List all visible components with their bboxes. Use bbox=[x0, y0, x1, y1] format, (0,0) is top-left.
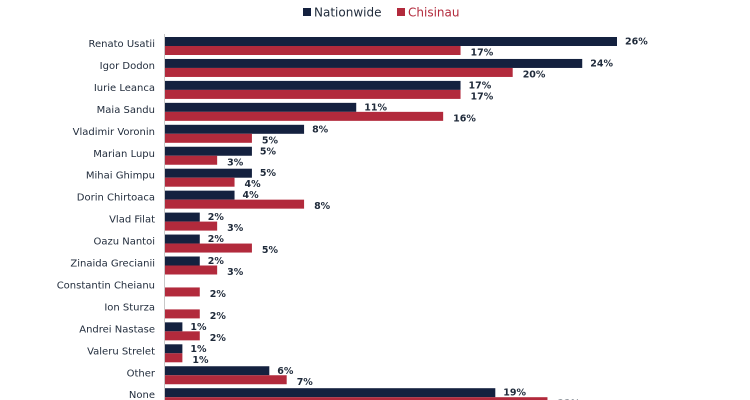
category-label: Ion Sturza bbox=[104, 302, 155, 313]
data-label-nationwide: 2% bbox=[208, 256, 225, 267]
bar-nationwide bbox=[165, 168, 252, 178]
category-label: Dorin Chirtoaca bbox=[77, 193, 155, 204]
data-label-chisinau: 2% bbox=[210, 333, 227, 344]
data-label-nationwide: 8% bbox=[312, 124, 329, 135]
legend: Nationwide Chisinau bbox=[303, 6, 459, 20]
category-label: Mihai Ghimpu bbox=[86, 171, 155, 182]
category-label: Other bbox=[127, 368, 156, 379]
category-label: Maia Sandu bbox=[97, 105, 155, 116]
bar-chisinau bbox=[165, 67, 513, 77]
data-label-nationwide: 24% bbox=[590, 58, 613, 69]
bar-chisinau bbox=[165, 353, 183, 363]
bar-nationwide bbox=[165, 37, 617, 46]
data-label-nationwide: 19% bbox=[503, 388, 526, 399]
bar-chisinau bbox=[165, 111, 444, 121]
category-label: Vlad Filat bbox=[109, 215, 155, 226]
bar-chisinau bbox=[165, 309, 200, 319]
bar-chisinau bbox=[165, 287, 200, 297]
data-label-chisinau: 3% bbox=[227, 157, 244, 168]
bar-nationwide bbox=[165, 190, 235, 200]
data-label-chisinau: 2% bbox=[210, 311, 227, 322]
bar-chisinau bbox=[165, 331, 200, 341]
data-label-chisinau: 4% bbox=[245, 179, 262, 190]
bar-chisinau bbox=[165, 199, 305, 209]
category-label: Oazu Nantoi bbox=[93, 237, 155, 248]
data-label-nationwide: 2% bbox=[208, 234, 225, 245]
data-label-chisinau: 17% bbox=[471, 48, 494, 59]
data-label-nationwide: 2% bbox=[208, 212, 225, 223]
data-label-chisinau: 17% bbox=[471, 91, 494, 102]
data-label-nationwide: 26% bbox=[625, 37, 648, 48]
bar-nationwide bbox=[165, 234, 200, 244]
data-label-nationwide: 11% bbox=[364, 102, 387, 113]
legend-swatch-chisinau bbox=[397, 8, 405, 16]
bar-nationwide bbox=[165, 212, 200, 222]
category-label: Igor Dodon bbox=[100, 61, 155, 72]
bar-chisinau bbox=[165, 46, 461, 55]
bar-nationwide bbox=[165, 146, 252, 156]
category-label: Vladimir Voronin bbox=[73, 127, 155, 138]
bars: Renato Usatii 26% 17% Igor Dodon 24% 20% Iurie… bbox=[57, 37, 648, 400]
data-label-chisinau: 20% bbox=[523, 69, 546, 80]
legend-label-nationwide: Nationwide bbox=[314, 6, 381, 20]
bar-nationwide bbox=[165, 102, 357, 112]
data-label-nationwide: 1% bbox=[190, 344, 207, 355]
bar-chisinau bbox=[165, 221, 218, 231]
category-label: Iurie Leanca bbox=[94, 83, 155, 94]
bar-chisinau bbox=[165, 177, 235, 187]
bar-nationwide bbox=[165, 58, 583, 68]
data-label-nationwide: 6% bbox=[277, 366, 294, 377]
category-label: None bbox=[129, 390, 155, 400]
category-label: Andrei Nastase bbox=[79, 324, 155, 335]
category-label: Zinaida Grecianii bbox=[70, 259, 155, 270]
category-label: Renato Usatii bbox=[89, 39, 155, 50]
data-label-chisinau: 3% bbox=[227, 223, 244, 234]
bar-chisinau bbox=[165, 155, 218, 165]
bar-nationwide bbox=[165, 366, 270, 376]
bar-chisinau bbox=[165, 375, 287, 385]
category-label: Constantin Cheianu bbox=[57, 280, 155, 291]
data-label-nationwide: 17% bbox=[469, 80, 492, 91]
bar-chisinau bbox=[165, 243, 252, 253]
bar-nationwide bbox=[165, 256, 200, 266]
data-label-chisinau: 8% bbox=[314, 201, 331, 212]
data-label-chisinau: 22% bbox=[557, 399, 580, 400]
bar-chisinau bbox=[165, 89, 461, 99]
data-label-chisinau: 3% bbox=[227, 267, 244, 278]
bar-nationwide bbox=[165, 322, 183, 332]
data-label-nationwide: 1% bbox=[190, 322, 207, 333]
bar-nationwide bbox=[165, 344, 183, 354]
bar-nationwide bbox=[165, 80, 461, 90]
data-label-nationwide: 5% bbox=[260, 168, 277, 179]
data-label-chisinau: 1% bbox=[192, 355, 209, 366]
category-label: Marian Lupu bbox=[93, 149, 155, 160]
data-label-nationwide: 4% bbox=[243, 190, 260, 201]
legend-label-chisinau: Chisinau bbox=[408, 6, 459, 20]
data-label-nationwide: 5% bbox=[260, 146, 277, 157]
bar-nationwide bbox=[165, 124, 305, 134]
legend-swatch-nationwide bbox=[303, 8, 311, 16]
data-label-chisinau: 5% bbox=[262, 245, 279, 256]
data-label-chisinau: 16% bbox=[453, 113, 476, 124]
category-label: Valeru Strelet bbox=[87, 346, 155, 357]
bar-chisinau bbox=[165, 397, 548, 400]
bar-chisinau bbox=[165, 133, 252, 143]
bar-chisinau bbox=[165, 265, 218, 275]
data-label-chisinau: 5% bbox=[262, 135, 279, 146]
data-label-chisinau: 7% bbox=[297, 377, 314, 388]
data-label-chisinau: 2% bbox=[210, 289, 227, 300]
bar-nationwide bbox=[165, 388, 496, 398]
